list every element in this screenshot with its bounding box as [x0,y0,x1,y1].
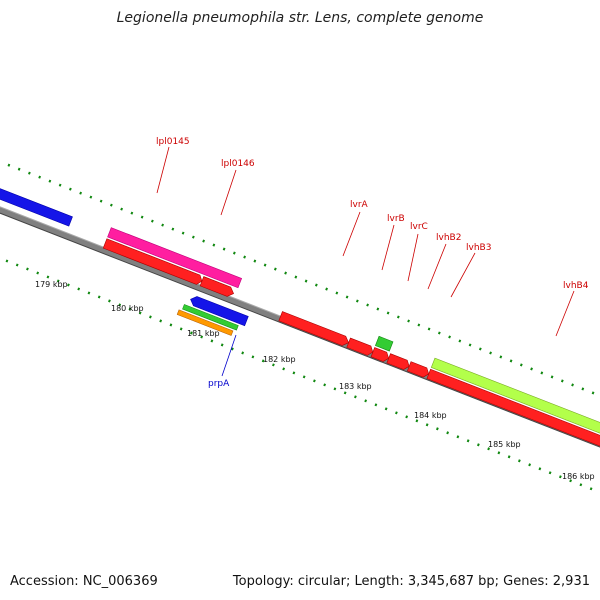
tick-label: 180 kbp [111,304,144,313]
tick-label: 182 kbp [263,355,296,364]
label-lvhB4: lvhB4 [563,281,589,291]
label-lpl0146: lpl0146 [221,159,255,169]
tick-label: 186 kbp [562,472,595,481]
tick-label: 185 kbp [488,440,521,449]
label-lvhB3: lvhB3 [466,243,491,253]
gene-blue-left[interactable] [0,187,73,227]
gene-lpl0145[interactable] [107,227,243,289]
label-lvhB2: lvhB2 [436,233,461,243]
gene-lvrA[interactable] [278,311,351,348]
topology-info: Topology: circular; Length: 3,345,687 bp… [232,574,590,589]
gene-lime-long[interactable] [430,357,600,441]
accession: Accession: NC_006369 [10,574,158,589]
tick-label: 179 kbp [35,280,68,289]
gene-labels: lpl0145 lpl0146 lvrA lvrB lvrC lvhB2 lvh… [156,137,589,389]
gene-lpl0146-a[interactable] [102,238,204,286]
gene-lvrC[interactable] [370,347,390,362]
label-prpA: prpA [208,379,230,389]
gene-orange-strip[interactable] [176,309,234,336]
label-lpl0145: lpl0145 [156,137,190,147]
gene-green-small[interactable] [374,335,394,352]
outer-ruler [0,159,600,409]
tick-label: 183 kbp [339,382,372,391]
map-title: Legionella pneumophila str. Lens, comple… [116,10,484,26]
gene-green-strip[interactable] [182,304,239,331]
gene-lpl0146-b[interactable] [199,276,235,299]
gene-prpA[interactable] [189,295,249,327]
inner-ruler [0,243,600,493]
label-lvrB: lvrB [387,214,405,224]
label-lvrC: lvrC [410,222,428,232]
gene-lvhB3[interactable] [406,361,430,379]
tick-label: 184 kbp [414,411,447,420]
gene-lvrB[interactable] [346,337,375,357]
ruler-labels: 179 kbp 180 kbp 181 kbp 182 kbp 183 kbp … [35,280,595,481]
gene-lvhB2[interactable] [386,353,411,371]
gene-lvhB4[interactable] [426,368,600,449]
tick-label: 181 kbp [187,329,220,338]
label-lvrA: lvrA [350,200,369,210]
